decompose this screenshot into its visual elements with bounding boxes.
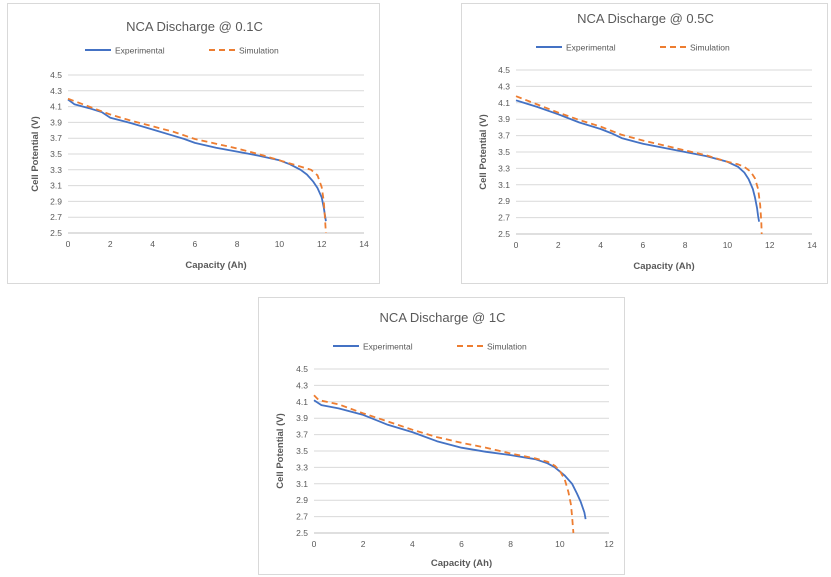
series-line-simulation xyxy=(515,95,763,235)
x-tick-label: 8 xyxy=(508,539,513,549)
y-axis-label: Cell Potential (V) xyxy=(275,413,286,488)
x-axis-label: Capacity (Ah) xyxy=(431,558,492,569)
y-tick-label: 3.5 xyxy=(50,149,62,159)
chart-title: NCA Discharge @ 0.1C xyxy=(126,19,263,34)
y-axis-label: Cell Potential (V) xyxy=(30,116,41,191)
x-tick-label: 10 xyxy=(555,539,565,549)
chart-panel-1c: NCA Discharge @ 1C Experimental Simulation… xyxy=(258,297,625,575)
x-axis-label: Capacity (Ah) xyxy=(633,261,694,272)
chart-title: NCA Discharge @ 0.5C xyxy=(577,11,714,26)
series-line-simulation xyxy=(67,97,327,234)
x-axis-label: Capacity (Ah) xyxy=(185,260,246,271)
y-tick-label: 2.5 xyxy=(498,229,510,239)
chart-svg: NCA Discharge @ 0.1C Experimental Simulati… xyxy=(30,19,369,271)
x-tick-label: 4 xyxy=(598,240,603,250)
y-tick-label: 4.5 xyxy=(50,70,62,80)
x-tick-label: 2 xyxy=(108,239,113,249)
series-line-simulation xyxy=(313,394,575,534)
y-tick-label: 4.3 xyxy=(296,380,308,390)
y-axis-label: Cell Potential (V) xyxy=(478,114,489,189)
y-tick-label: 3.5 xyxy=(296,446,308,456)
y-tick-label: 2.9 xyxy=(50,196,62,206)
series-line-experimental xyxy=(515,99,760,222)
legend-item: Simulation xyxy=(660,43,730,53)
y-tick-label: 3.7 xyxy=(296,430,308,440)
x-tick-label: 14 xyxy=(807,240,817,250)
y-tick-label: 3.1 xyxy=(296,479,308,489)
y-tick-label: 3.9 xyxy=(498,114,510,124)
x-tick-label: 12 xyxy=(317,239,327,249)
y-tick-label: 4.3 xyxy=(498,81,510,91)
chart-title: NCA Discharge @ 1C xyxy=(380,310,506,325)
x-tick-label: 0 xyxy=(312,539,317,549)
series-line-experimental xyxy=(67,98,327,222)
chart-panel-0p5c: NCA Discharge @ 0.5C Experimental Simulati… xyxy=(461,3,828,284)
x-tick-label: 10 xyxy=(275,239,285,249)
series-line-experimental xyxy=(313,399,587,520)
y-tick-label: 4.5 xyxy=(296,364,308,374)
x-tick-label: 6 xyxy=(192,239,197,249)
x-tick-label: 14 xyxy=(359,239,369,249)
chart-svg: NCA Discharge @ 1C Experimental Simulation… xyxy=(275,310,614,569)
x-tick-label: 12 xyxy=(604,539,614,549)
x-tick-label: 8 xyxy=(235,239,240,249)
legend-label: Experimental xyxy=(566,43,616,53)
y-tick-label: 3.3 xyxy=(296,462,308,472)
x-tick-label: 6 xyxy=(640,240,645,250)
y-tick-label: 4.1 xyxy=(498,98,510,108)
y-tick-label: 3.1 xyxy=(498,180,510,190)
y-tick-label: 4.5 xyxy=(498,65,510,75)
legend-item: Experimental xyxy=(85,46,165,56)
y-tick-label: 2.7 xyxy=(296,512,308,522)
x-tick-label: 4 xyxy=(410,539,415,549)
y-tick-label: 4.1 xyxy=(50,102,62,112)
y-tick-label: 2.7 xyxy=(50,212,62,222)
x-tick-label: 0 xyxy=(514,240,519,250)
y-tick-label: 4.1 xyxy=(296,397,308,407)
legend-item: Experimental xyxy=(536,43,616,53)
legend-label: Simulation xyxy=(239,46,279,56)
chart-panel-0p1c: NCA Discharge @ 0.1C Experimental Simulati… xyxy=(7,3,380,284)
y-tick-label: 2.9 xyxy=(296,495,308,505)
legend-item: Simulation xyxy=(457,342,527,352)
x-tick-label: 12 xyxy=(765,240,775,250)
y-tick-label: 2.7 xyxy=(498,213,510,223)
y-tick-label: 3.3 xyxy=(50,165,62,175)
y-tick-label: 3.5 xyxy=(498,147,510,157)
y-tick-label: 2.5 xyxy=(296,528,308,538)
legend-item: Experimental xyxy=(333,342,413,352)
x-tick-label: 2 xyxy=(361,539,366,549)
y-tick-label: 3.7 xyxy=(498,131,510,141)
y-tick-label: 4.3 xyxy=(50,86,62,96)
y-tick-label: 3.1 xyxy=(50,181,62,191)
y-tick-label: 2.5 xyxy=(50,228,62,238)
legend-label: Experimental xyxy=(363,342,413,352)
y-tick-label: 3.7 xyxy=(50,133,62,143)
y-tick-label: 3.3 xyxy=(498,163,510,173)
legend-label: Simulation xyxy=(690,43,730,53)
x-tick-label: 8 xyxy=(683,240,688,250)
x-tick-label: 6 xyxy=(459,539,464,549)
x-tick-label: 4 xyxy=(150,239,155,249)
y-tick-label: 2.9 xyxy=(498,196,510,206)
y-tick-label: 3.9 xyxy=(50,117,62,127)
legend-item: Simulation xyxy=(209,46,279,56)
legend-label: Experimental xyxy=(115,46,165,56)
x-tick-label: 2 xyxy=(556,240,561,250)
legend-label: Simulation xyxy=(487,342,527,352)
chart-svg: NCA Discharge @ 0.5C Experimental Simulati… xyxy=(478,11,817,272)
y-tick-label: 3.9 xyxy=(296,413,308,423)
x-tick-label: 0 xyxy=(66,239,71,249)
x-tick-label: 10 xyxy=(723,240,733,250)
